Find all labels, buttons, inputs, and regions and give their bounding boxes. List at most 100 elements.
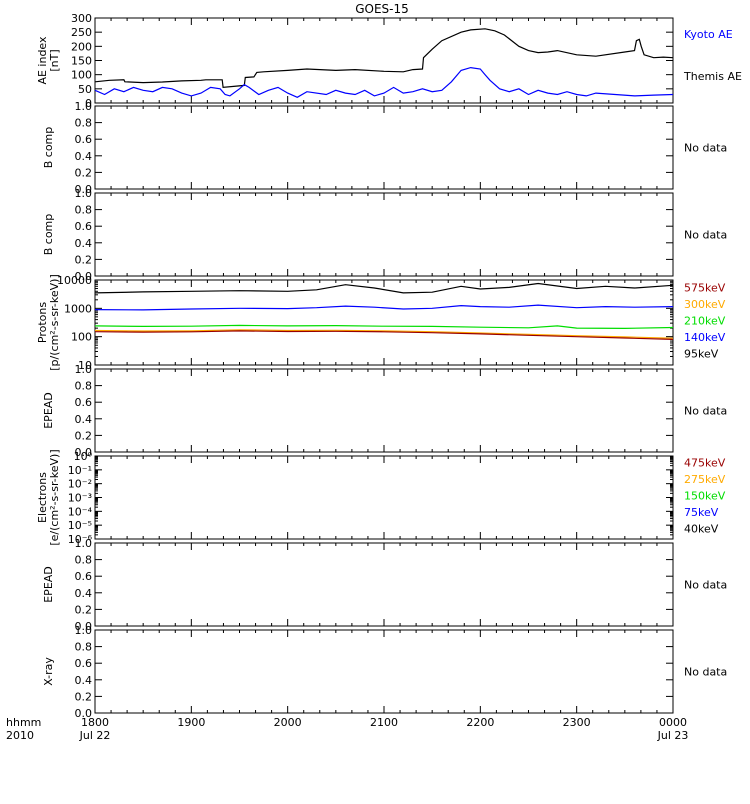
y-tick-label: 0.4 — [75, 674, 93, 687]
legend-entry: 140keV — [684, 331, 726, 344]
y-tick-label: 10⁻¹ — [68, 464, 92, 477]
legend-entry: No data — [684, 666, 727, 679]
y-tick-label: 0.4 — [75, 587, 93, 600]
x-date-label: Jul 23 — [657, 729, 689, 742]
panel-protons: 10 100 1000 10000 Protons [p/(cm²-s-sr-keV)] 5… — [36, 274, 726, 372]
y-tick-label: 100 — [71, 69, 92, 82]
y-tick-label: 0.6 — [75, 133, 93, 146]
y-tick-label: 10⁻³ — [68, 492, 92, 505]
legend-entry: 575keV — [684, 282, 726, 295]
y-tick-label: 0.6 — [75, 570, 93, 583]
x-tick-label: 1800 — [81, 716, 109, 729]
panel-xray: 0.0 0.2 0.4 0.6 0.8 1.0 X-ray No data — [42, 624, 727, 720]
panel-epead2: 0.0 0.2 0.4 0.6 0.8 1.0 EPEAD No data — [42, 537, 727, 633]
panel-frame — [94, 542, 674, 627]
series-line-210kev — [94, 324, 674, 330]
panel-frame — [94, 455, 674, 540]
x-tick-label: 2300 — [563, 716, 591, 729]
legend-entry: Kyoto AE — [684, 28, 733, 41]
series-line-575kev — [94, 330, 674, 340]
y-tick-label: 0 — [85, 97, 92, 110]
y-tick-label: 0.4 — [75, 413, 93, 426]
series-line-kyoto-ae — [94, 66, 674, 98]
y-tick-label: 200 — [71, 40, 92, 53]
y-tick-label: 0.0 — [75, 620, 93, 633]
legend-entry: 75keV — [684, 506, 719, 519]
y-tick-label: 10 — [78, 359, 92, 372]
y-tick-label: 50 — [78, 83, 92, 96]
x-corner-year: 2010 — [6, 729, 34, 742]
y-tick-label: 10000 — [57, 274, 92, 287]
x-tick-label: 2200 — [466, 716, 494, 729]
y-tick-label: 0.2 — [75, 690, 93, 703]
x-tick-label: 1900 — [177, 716, 205, 729]
series-line-95kev — [94, 282, 674, 294]
y-axis-label: [nT] — [48, 49, 61, 71]
y-tick-label: 0.8 — [75, 117, 93, 130]
legend-entry: 95keV — [684, 348, 719, 361]
y-axis-label: Protons — [36, 302, 49, 343]
y-tick-label: 10⁻⁴ — [68, 505, 93, 518]
y-tick-label: 0.8 — [75, 380, 93, 393]
y-tick-label: 1000 — [64, 302, 92, 315]
legend-entry: 475keV — [684, 457, 726, 470]
legend-entry: No data — [684, 142, 727, 155]
y-tick-label: 0.8 — [75, 641, 93, 654]
panel-frame — [94, 105, 674, 190]
panel-frame — [94, 368, 674, 453]
y-tick-label: 0.0 — [75, 707, 93, 720]
legend-entry: 40keV — [684, 523, 719, 536]
y-axis-label: B comp — [42, 127, 55, 169]
x-tick-label: 0000 — [659, 716, 687, 729]
legend-entry: No data — [684, 405, 727, 418]
panel-frame — [94, 17, 674, 104]
y-tick-label: 1.0 — [75, 537, 93, 550]
y-tick-label: 0.2 — [75, 603, 93, 616]
y-tick-label: 0.0 — [75, 446, 93, 459]
y-axis-label: X-ray — [42, 657, 55, 686]
y-axis-label: Electrons — [36, 472, 49, 523]
legend-entry: 300keV — [684, 298, 726, 311]
y-tick-label: 250 — [71, 26, 92, 39]
y-axis-label: EPEAD — [42, 566, 55, 603]
y-tick-label: 0.6 — [75, 396, 93, 409]
y-tick-label: 0.6 — [75, 220, 93, 233]
panel-bcomp2: 0.0 0.2 0.4 0.6 0.8 1.0 B comp No data — [42, 187, 727, 283]
y-tick-label: 0.8 — [75, 554, 93, 567]
legend-entry: 150keV — [684, 490, 726, 503]
series-line-300kev — [94, 329, 674, 339]
series-line-themis-ae — [94, 28, 674, 89]
legend-entry: 210keV — [684, 315, 726, 328]
y-tick-label: 10⁰ — [74, 450, 93, 463]
panel-epead1: 0.0 0.2 0.4 0.6 0.8 1.0 EPEAD No data — [42, 363, 727, 459]
panel-frame — [94, 192, 674, 277]
y-tick-label: 10⁻⁶ — [68, 533, 93, 546]
y-tick-label: 10⁻⁵ — [68, 519, 92, 532]
y-tick-label: 0.6 — [75, 657, 93, 670]
legend-entry: Themis AE — [683, 70, 742, 83]
y-tick-label: 0.2 — [75, 166, 93, 179]
y-tick-label: 300 — [71, 12, 92, 25]
legend-entry: 275keV — [684, 473, 726, 486]
y-tick-label: 0.4 — [75, 237, 93, 250]
y-tick-label: 1.0 — [75, 100, 93, 113]
y-tick-label: 1.0 — [75, 624, 93, 637]
y-axis-label: [e/(cm²-s-sr-keV)] — [48, 449, 61, 545]
y-tick-label: 150 — [71, 55, 92, 68]
y-tick-label: 0.0 — [75, 183, 93, 196]
y-tick-label: 0.0 — [75, 270, 93, 283]
x-tick-label: 2100 — [370, 716, 398, 729]
y-tick-label: 0.8 — [75, 204, 93, 217]
y-axis-label: [p/(cm²-s-sr-keV)] — [48, 274, 61, 371]
y-tick-label: 10⁻² — [68, 478, 92, 491]
y-tick-label: 100 — [71, 331, 92, 344]
plot-title: GOES-15 — [355, 2, 409, 16]
panel-frame — [94, 279, 674, 366]
x-date-label: Jul 22 — [79, 729, 111, 742]
panel-bcomp1: 0.0 0.2 0.4 0.6 0.8 1.0 B comp No data — [42, 100, 727, 196]
y-tick-label: 0.2 — [75, 429, 93, 442]
